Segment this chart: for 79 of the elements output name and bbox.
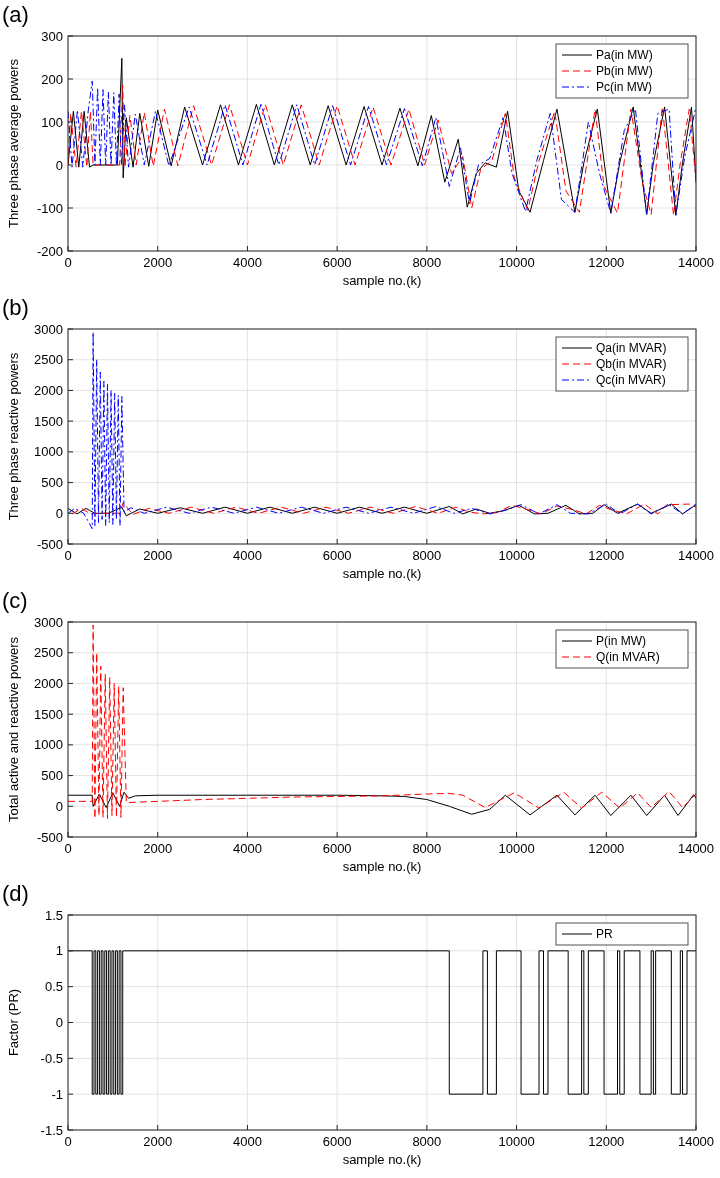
y-tick-label: 2000 bbox=[34, 675, 63, 691]
y-tick-label: 0 bbox=[55, 505, 63, 521]
x-tick-label: 4000 bbox=[232, 255, 262, 270]
y-tick-label: -0.5 bbox=[40, 1050, 63, 1066]
x-tick-label: 6000 bbox=[322, 841, 352, 856]
y-tick-label: 2000 bbox=[34, 382, 63, 398]
x-tick-label: 2000 bbox=[143, 841, 173, 856]
x-axis-title: sample no.(k) bbox=[342, 859, 422, 874]
y-tick-label: -500 bbox=[36, 536, 63, 552]
legend-label: Q(in MVAR) bbox=[596, 650, 660, 664]
legend-label: Qc(in MVAR) bbox=[596, 373, 666, 387]
y-tick-label: 1000 bbox=[34, 737, 63, 753]
y-tick-label: 500 bbox=[41, 768, 63, 784]
y-tick-label: 3000 bbox=[34, 321, 63, 337]
line-series bbox=[68, 791, 696, 816]
x-tick-label: 8000 bbox=[412, 1134, 442, 1149]
y-axis-title: Three phase average powers bbox=[6, 58, 21, 229]
legend-label: Pa(in MW) bbox=[596, 48, 653, 62]
x-tick-label: 2000 bbox=[143, 255, 173, 270]
x-tick-label: 14000 bbox=[677, 255, 715, 270]
y-tick-label: 0.5 bbox=[44, 979, 63, 995]
x-tick-label: 8000 bbox=[412, 841, 442, 856]
legend-label: P(in MW) bbox=[596, 634, 646, 648]
x-tick-label: 10000 bbox=[498, 841, 535, 856]
x-tick-label: 8000 bbox=[412, 255, 442, 270]
y-tick-label: 1000 bbox=[34, 444, 63, 460]
x-tick-label: 2000 bbox=[143, 548, 173, 563]
y-axis-title: Total active and reactive powers bbox=[6, 636, 21, 822]
y-tick-label: 500 bbox=[41, 475, 63, 491]
y-tick-label: 2500 bbox=[34, 352, 63, 368]
x-axis-title: sample no.(k) bbox=[342, 1152, 422, 1167]
y-tick-label: -200 bbox=[36, 243, 63, 259]
chart-title: (c) bbox=[2, 588, 28, 613]
x-tick-label: 12000 bbox=[588, 548, 625, 563]
x-tick-label: 6000 bbox=[322, 255, 352, 270]
y-tick-label: 100 bbox=[41, 114, 63, 130]
y-tick-label: -1.5 bbox=[40, 1122, 63, 1138]
chart-title: (a) bbox=[2, 2, 29, 27]
x-tick-label: 4000 bbox=[232, 548, 262, 563]
y-tick-label: 3000 bbox=[34, 614, 63, 630]
x-tick-label: 12000 bbox=[588, 1134, 625, 1149]
x-tick-label: 6000 bbox=[322, 1134, 352, 1149]
x-axis-title: sample no.(k) bbox=[342, 566, 422, 581]
x-tick-label: 12000 bbox=[588, 255, 625, 270]
x-tick-label: 2000 bbox=[143, 1134, 173, 1149]
y-tick-label: -100 bbox=[36, 200, 63, 216]
x-tick-label: 12000 bbox=[588, 841, 625, 856]
y-tick-label: 0 bbox=[55, 798, 63, 814]
y-axis-title: Factor (PR) bbox=[6, 988, 21, 1057]
y-tick-label: -500 bbox=[36, 829, 63, 845]
chart-title: (d) bbox=[2, 881, 29, 906]
y-tick-label: 1 bbox=[55, 943, 63, 959]
x-tick-label: 10000 bbox=[498, 1134, 535, 1149]
y-tick-label: 200 bbox=[41, 71, 63, 87]
y-tick-label: 2500 bbox=[34, 645, 63, 661]
legend-label: Pb(in MW) bbox=[596, 64, 653, 78]
y-tick-label: 0 bbox=[55, 1015, 63, 1030]
y-tick-label: 1500 bbox=[34, 706, 63, 722]
x-tick-label: 14000 bbox=[677, 841, 715, 856]
y-axis-title: Three phase reactive powers bbox=[6, 352, 21, 521]
x-tick-label: 4000 bbox=[232, 841, 262, 856]
x-tick-label: 10000 bbox=[498, 255, 535, 270]
x-tick-label: 4000 bbox=[232, 1134, 262, 1149]
legend-label: Qa(in MVAR) bbox=[596, 341, 667, 355]
y-tick-label: -1 bbox=[51, 1086, 63, 1102]
x-tick-label: 14000 bbox=[677, 1134, 715, 1149]
chart-title: (b) bbox=[2, 295, 29, 320]
legend-label: PR bbox=[596, 927, 613, 941]
x-tick-label: 10000 bbox=[498, 548, 535, 563]
legend-label: Qb(in MVAR) bbox=[596, 357, 667, 371]
y-tick-label: 1500 bbox=[34, 413, 63, 429]
y-tick-label: 0 bbox=[55, 157, 63, 173]
x-tick-label: 8000 bbox=[412, 548, 442, 563]
x-tick-label: 14000 bbox=[677, 548, 715, 563]
y-tick-label: 1.5 bbox=[44, 907, 63, 923]
x-axis-title: sample no.(k) bbox=[342, 273, 422, 288]
x-tick-label: 6000 bbox=[322, 548, 352, 563]
legend-label: Pc(in MW) bbox=[596, 80, 652, 94]
y-tick-label: 300 bbox=[41, 28, 63, 44]
